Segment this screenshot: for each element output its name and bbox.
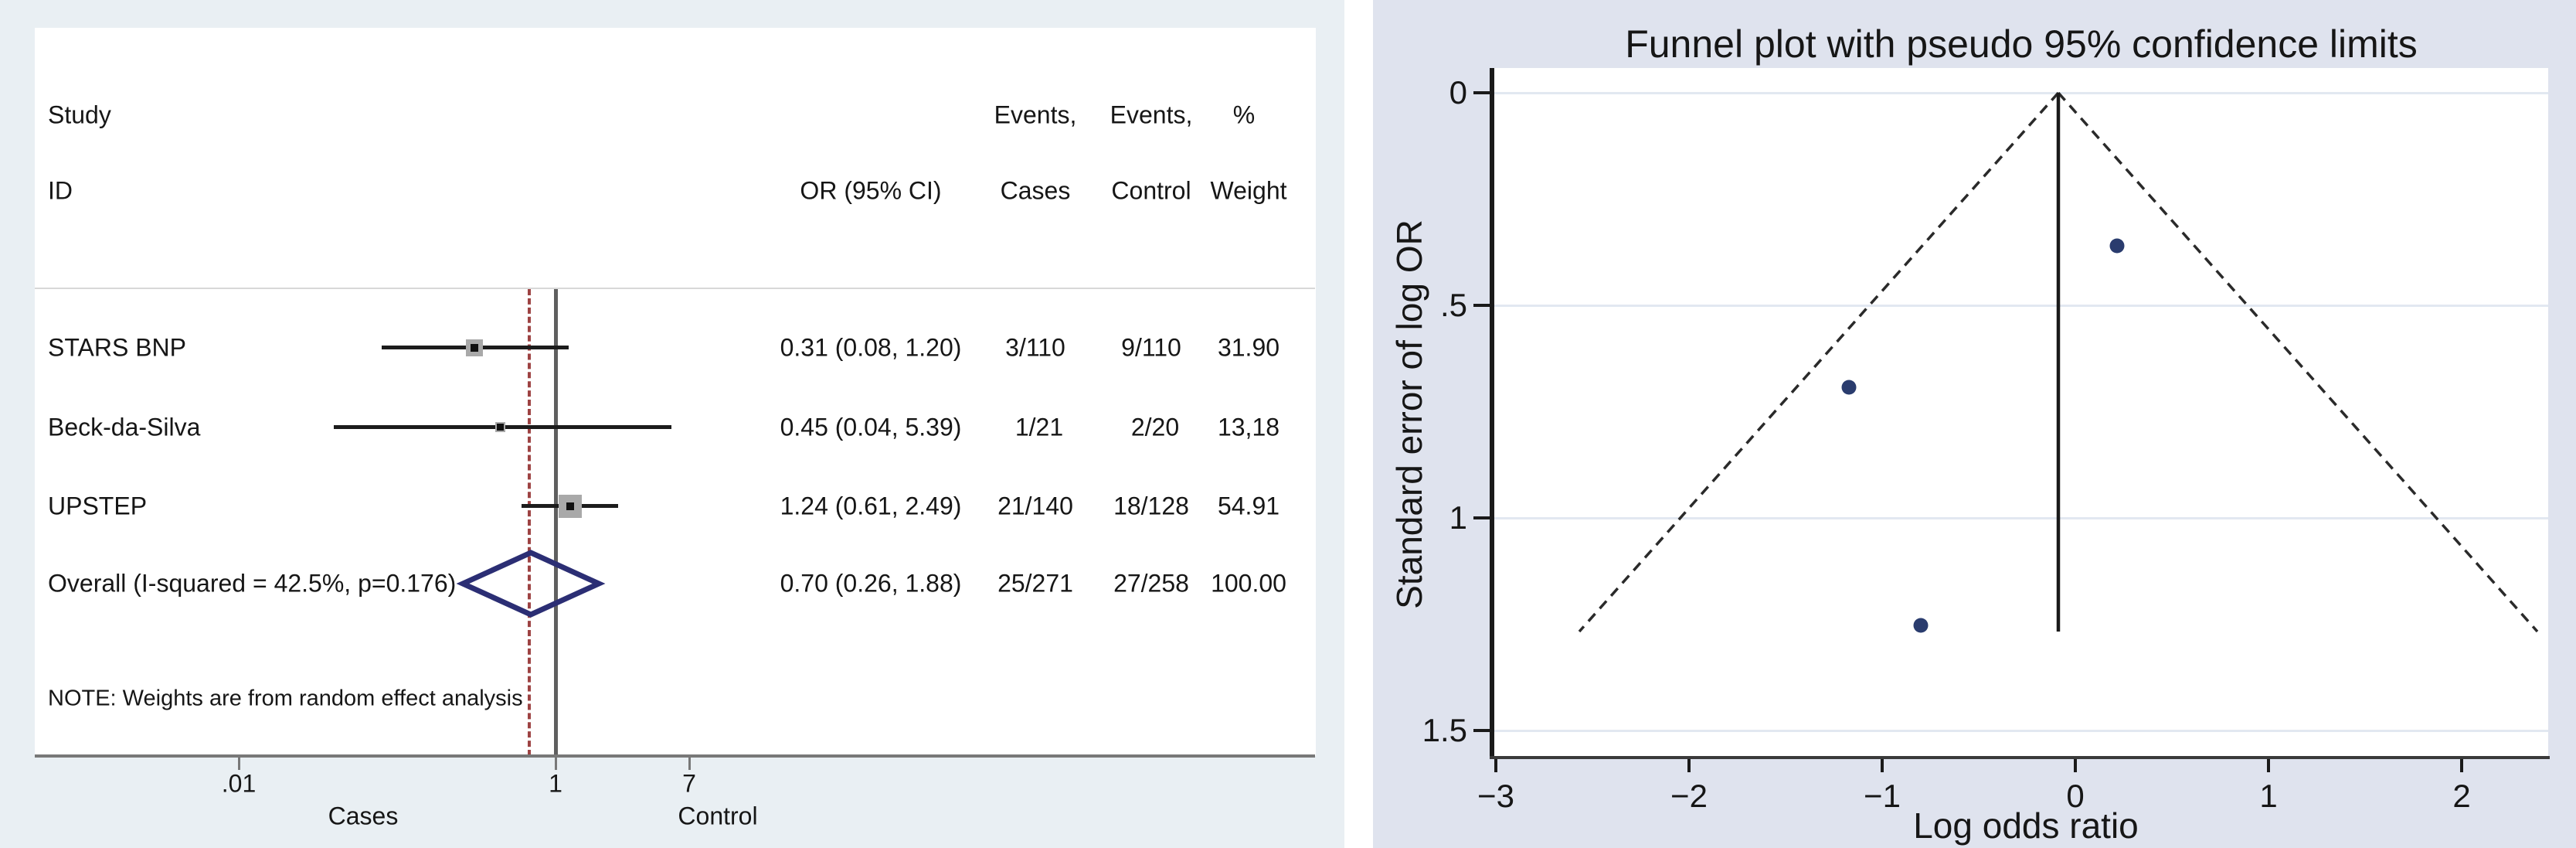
y-tick-label: 0 [1449,74,1467,111]
null-effect-line [554,289,558,756]
x-tick [2267,759,2270,772]
y-tick-label: .5 [1439,287,1467,323]
overall-diamond [456,550,606,618]
funnel-title: Funnel plot with pseudo 95% confidence l… [1625,22,2418,66]
gridline [1494,730,2548,732]
overall-effect-dashed-line [528,289,531,756]
forest-plot-area [35,28,1316,756]
y-tick [1473,516,1490,519]
x-axis-title: Log odds ratio [1913,805,2139,846]
or-ci-value: 0.45 (0.04, 5.39) [780,413,962,441]
x-tick [688,758,691,770]
y-tick [1473,91,1490,94]
or-ci-column-header: OR (95% CI) [800,176,942,205]
funnel-plot-area [1491,68,2548,756]
funnel-plot: 0 .5 1 1.5 −3 −2 −1 0 1 2 Funnel plot wi… [1373,0,2576,848]
events-cases-value: 25/271 [997,569,1073,598]
weight-percent-header: % [1232,100,1256,129]
or-ci-value: 1.24 (0.61, 2.49) [780,492,962,520]
or-ci-value: 0.70 (0.26, 1.88) [780,569,962,598]
events-control-header-top: Events, [1110,100,1193,129]
x-tick-label: 1 [2259,778,2278,814]
y-tick-label: 1 [1449,499,1467,536]
x-tick [1881,759,1884,772]
study-column-header: Study [48,100,111,129]
or-ci-value: 0.31 (0.08, 1.20) [780,333,962,362]
x-tick-label: .01 [221,769,257,798]
x-tick-label: −3 [1477,778,1514,814]
events-cases-value: 1/21 [1014,413,1064,441]
gridline [1494,517,2548,519]
x-tick-label: −1 [1864,778,1901,814]
x-tick [1494,759,1497,772]
x-tick-label: 2 [2452,778,2471,814]
x-tick [1687,759,1691,772]
weight-value: 13,18 [1217,413,1280,441]
weight-value: 100.00 [1211,569,1286,598]
events-cases-header-top: Events, [994,100,1077,129]
events-control-value: 18/128 [1113,492,1189,520]
id-column-header: ID [48,176,73,205]
x-tick-label: 1 [549,769,562,798]
header-separator-line [35,288,1315,289]
x-axis-line [35,754,1315,758]
events-control-value: 27/258 [1113,569,1189,598]
y-axis-line [1490,68,1494,759]
favors-control-label: Control [678,802,758,830]
weight-value: 31.90 [1217,333,1280,362]
x-axis-line [1490,756,2550,759]
x-tick-label: 7 [682,769,696,798]
favors-cases-label: Cases [328,802,399,830]
events-control-value: 9/110 [1121,333,1181,362]
x-tick [2460,759,2463,772]
gridline [1494,92,2548,94]
forest-row-label: Beck-da-Silva [48,413,201,441]
funnel-point [1913,618,1929,633]
overall-row-label: Overall (I-squared = 42.5%, p=0.176) [48,569,457,598]
x-tick-label: 0 [2066,778,2085,814]
events-control-header-bottom: Control [1111,176,1191,205]
point-estimate-dot [471,344,478,352]
funnel-point [2109,238,2125,254]
weight-value: 54.91 [1217,492,1280,520]
forest-row-label: UPSTEP [48,492,148,520]
gridline [1494,305,2548,307]
funnel-point [1841,380,1857,395]
x-tick [2074,759,2077,772]
forest-row-label: STARS BNP [48,333,186,362]
events-cases-value: 3/110 [1005,333,1065,362]
y-tick [1473,729,1490,732]
events-control-value: 2/20 [1130,413,1180,441]
y-tick-label: 1.5 [1422,712,1467,748]
funnel-graphics [1578,91,2539,633]
events-cases-header-bottom: Cases [1000,176,1071,205]
weight-column-header: Weight [1210,176,1287,205]
weights-note: NOTE: Weights are from random effect ana… [48,686,523,711]
point-estimate-dot [566,502,574,510]
pseudo-ci-left-line [1578,91,2060,633]
x-tick [555,758,557,770]
x-tick [238,758,240,770]
x-tick-label: −2 [1670,778,1708,814]
forest-plot: Study Events, Events, % ID OR (95% CI) C… [0,0,1344,848]
point-estimate-dot [497,424,504,431]
events-cases-value: 21/140 [997,492,1073,520]
pseudo-ci-right-line [2057,91,2539,633]
y-tick [1473,304,1490,307]
